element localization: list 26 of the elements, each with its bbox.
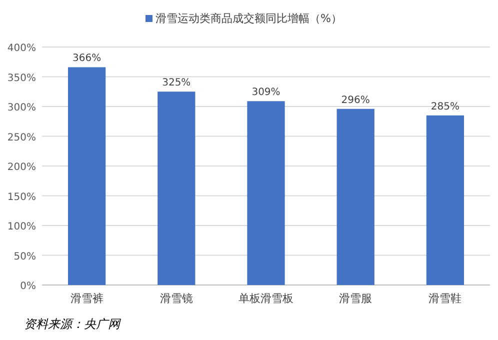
data-label: 296% — [341, 94, 370, 106]
bar — [426, 115, 464, 285]
y-tick-label: 100% — [7, 222, 36, 232]
y-tick-label: 150% — [7, 192, 36, 203]
x-tick-label: 滑雪镜 — [160, 292, 193, 305]
bar — [336, 108, 374, 285]
y-tick-label: 50% — [14, 251, 36, 262]
x-tick-label: 滑雪裤 — [70, 292, 104, 305]
y-tick-label: 300% — [7, 102, 36, 114]
x-tick-label: 单板滑雪板 — [238, 292, 294, 305]
y-tick-label: 350% — [7, 72, 36, 84]
legend-label: 滑雪运动类商品成交额同比增幅（%） — [156, 12, 342, 25]
data-label: 309% — [252, 87, 280, 98]
data-label: 325% — [162, 78, 191, 89]
y-tick-label: 400% — [7, 43, 36, 54]
bar — [247, 101, 285, 285]
bar — [158, 92, 196, 285]
y-tick-label: 0% — [20, 281, 36, 292]
x-tick-label: 滑雪服 — [339, 292, 372, 305]
bar — [68, 67, 106, 285]
x-tick-label: 滑雪鞋 — [428, 292, 462, 305]
text: 资料来源：央广网 — [24, 317, 122, 331]
data-label: 366% — [72, 53, 102, 64]
y-tick-label: 250% — [7, 132, 36, 144]
data-label: 285% — [430, 101, 460, 112]
y-tick-label: 200% — [7, 162, 36, 173]
